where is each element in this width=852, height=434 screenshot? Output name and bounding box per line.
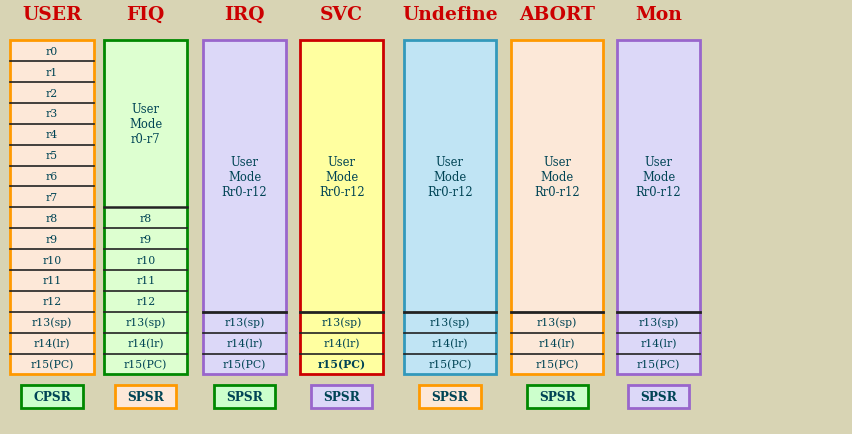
Text: r12: r12: [136, 297, 155, 306]
Text: FIQ: FIQ: [127, 6, 164, 24]
Bar: [311, 385, 372, 408]
Text: r1: r1: [46, 68, 58, 77]
Text: SPSR: SPSR: [538, 390, 576, 403]
Text: r13(sp): r13(sp): [429, 317, 470, 328]
Text: r15(PC): r15(PC): [31, 359, 73, 369]
Bar: [617, 41, 700, 375]
Text: r14(lr): r14(lr): [432, 338, 468, 349]
Bar: [404, 41, 496, 375]
Bar: [527, 385, 588, 408]
Bar: [300, 41, 383, 375]
Text: SPSR: SPSR: [127, 390, 164, 403]
Text: ABORT: ABORT: [519, 6, 596, 24]
Bar: [214, 385, 275, 408]
Text: r10: r10: [43, 255, 61, 265]
Text: r13(sp): r13(sp): [537, 317, 578, 328]
Text: r11: r11: [136, 276, 155, 286]
Bar: [115, 385, 176, 408]
Bar: [419, 385, 481, 408]
Text: r15(PC): r15(PC): [536, 359, 579, 369]
Text: r11: r11: [43, 276, 61, 286]
Bar: [104, 41, 187, 375]
Text: IRQ: IRQ: [224, 6, 265, 24]
Text: r9: r9: [140, 234, 152, 244]
Bar: [10, 41, 94, 375]
Text: r13(sp): r13(sp): [321, 317, 362, 328]
Text: SPSR: SPSR: [226, 390, 263, 403]
Text: r15(PC): r15(PC): [223, 359, 266, 369]
Text: r14(lr): r14(lr): [324, 338, 360, 349]
Text: CPSR: CPSR: [33, 390, 71, 403]
Text: r15(PC): r15(PC): [124, 359, 167, 369]
Text: r14(lr): r14(lr): [34, 338, 70, 349]
Text: r12: r12: [43, 297, 61, 306]
Text: r13(sp): r13(sp): [32, 317, 72, 328]
Text: User
Mode
Rr0-r12: User Mode Rr0-r12: [534, 155, 580, 198]
Text: User
Mode
Rr0-r12: User Mode Rr0-r12: [319, 155, 365, 198]
Text: User
Mode
Rr0-r12: User Mode Rr0-r12: [427, 155, 473, 198]
Text: r13(sp): r13(sp): [224, 317, 265, 328]
Text: r4: r4: [46, 130, 58, 140]
Text: r14(lr): r14(lr): [128, 338, 164, 349]
Text: r13(sp): r13(sp): [638, 317, 679, 328]
Bar: [511, 41, 603, 375]
Text: r3: r3: [46, 109, 58, 119]
Text: r14(lr): r14(lr): [539, 338, 575, 349]
Text: Undefine: Undefine: [402, 6, 498, 24]
Text: r14(lr): r14(lr): [641, 338, 676, 349]
Text: r15(PC): r15(PC): [429, 359, 471, 369]
Text: r13(sp): r13(sp): [125, 317, 166, 328]
Text: r10: r10: [136, 255, 155, 265]
Text: r14(lr): r14(lr): [227, 338, 262, 349]
Text: SPSR: SPSR: [323, 390, 360, 403]
Text: r9: r9: [46, 234, 58, 244]
Text: r8: r8: [140, 214, 152, 223]
Text: SPSR: SPSR: [431, 390, 469, 403]
Text: r5: r5: [46, 151, 58, 161]
Text: r2: r2: [46, 89, 58, 98]
Text: r0: r0: [46, 47, 58, 56]
Text: USER: USER: [22, 6, 82, 24]
Text: r7: r7: [46, 193, 58, 202]
Text: User
Mode
r0-r7: User Mode r0-r7: [129, 103, 163, 146]
Bar: [203, 41, 286, 375]
Text: r15(PC): r15(PC): [318, 358, 366, 370]
Text: r8: r8: [46, 214, 58, 223]
Bar: [21, 385, 83, 408]
Text: SPSR: SPSR: [640, 390, 677, 403]
Text: User
Mode
Rr0-r12: User Mode Rr0-r12: [222, 155, 268, 198]
Bar: [628, 385, 689, 408]
Text: SVC: SVC: [320, 6, 363, 24]
Text: r15(PC): r15(PC): [637, 359, 680, 369]
Text: r6: r6: [46, 172, 58, 181]
Text: Mon: Mon: [635, 6, 682, 24]
Text: User
Mode
Rr0-r12: User Mode Rr0-r12: [636, 155, 682, 198]
